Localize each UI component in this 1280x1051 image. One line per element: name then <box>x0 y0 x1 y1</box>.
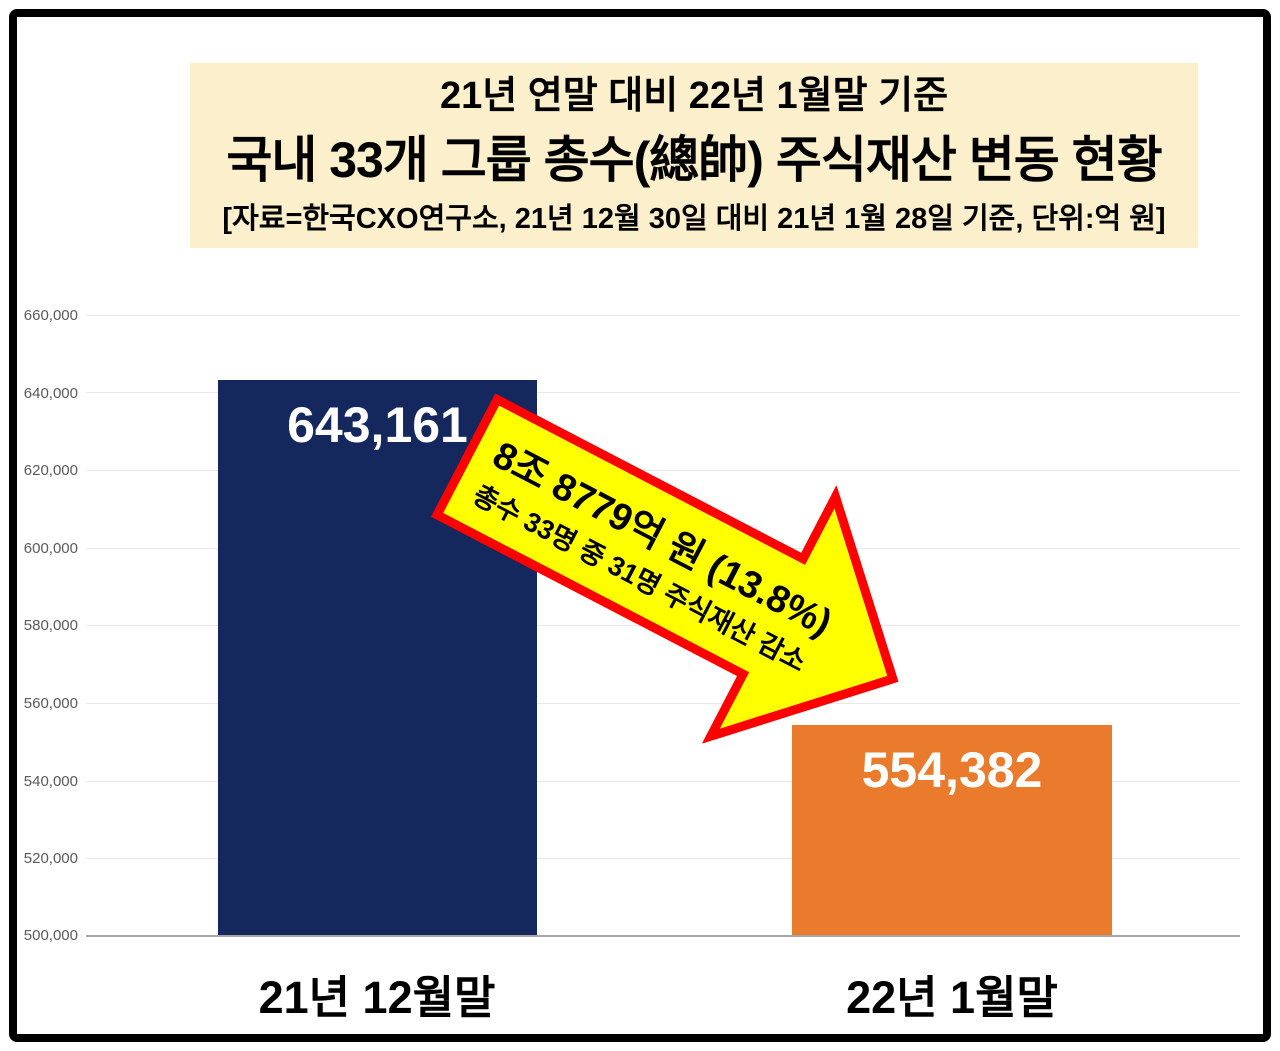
gridline-620000 <box>86 470 1240 471</box>
gridline-520000 <box>86 858 1240 859</box>
bar-value-label: 554,382 <box>861 742 1043 798</box>
x-category-label: 22년 1월말 <box>846 972 1058 1023</box>
y-tick-label: 560,000 <box>23 695 78 712</box>
x-axis-line <box>86 935 1240 937</box>
y-tick-label: 620,000 <box>23 462 78 479</box>
title-source-note: [자료=한국CXO연구소, 21년 12월 30일 대비 21년 1월 28일 … <box>222 203 1166 235</box>
title-kicker: 21년 연말 대비 22년 1월말 기준 <box>439 75 949 117</box>
title-box: 21년 연말 대비 22년 1월말 기준 국내 33개 그룹 총수(總帥) 주식… <box>190 63 1198 248</box>
gridline-660000 <box>86 315 1240 316</box>
decrease-annotation: 8조 8779억 원 (13.8%) 총수 33명 중 31명 주식재산 감소 <box>391 324 968 812</box>
block-arrow-icon <box>431 393 899 744</box>
y-tick-label: 580,000 <box>23 617 78 634</box>
gridline-640000 <box>86 392 1240 393</box>
bar-value-label: 643,161 <box>287 397 468 453</box>
bar-dec-2021: 643,161 <box>218 380 537 935</box>
gridline-560000 <box>86 703 1240 704</box>
page-title: 국내 33개 그룹 총수(總帥) 주식재산 변동 현황 <box>226 132 1162 188</box>
x-category-label: 21년 12월말 <box>258 972 496 1023</box>
bar-jan-2022: 554,382 <box>792 725 1112 935</box>
y-tick-label: 640,000 <box>23 385 78 402</box>
y-tick-label: 660,000 <box>23 307 78 324</box>
y-tick-label: 500,000 <box>23 927 78 944</box>
gridline-540000 <box>86 781 1240 782</box>
y-tick-label: 520,000 <box>23 850 78 867</box>
y-tick-label: 540,000 <box>23 773 78 790</box>
y-tick-label: 600,000 <box>23 540 78 557</box>
